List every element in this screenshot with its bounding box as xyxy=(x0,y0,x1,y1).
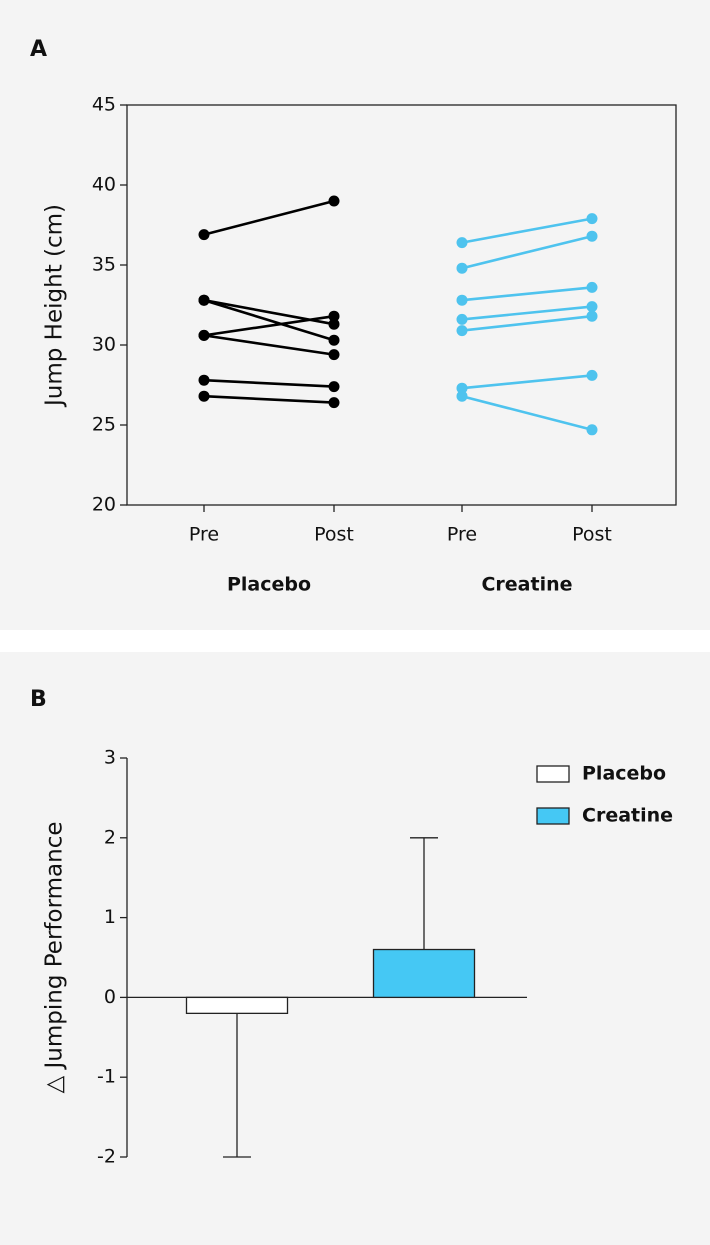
group-label: Creatine xyxy=(481,574,572,596)
y-axis-title: △ Jumping Performance xyxy=(42,822,68,1094)
point xyxy=(328,397,340,409)
point xyxy=(198,294,210,306)
point xyxy=(328,349,340,361)
point xyxy=(456,382,468,394)
y-tick-label: 35 xyxy=(92,254,116,276)
point xyxy=(198,229,210,241)
subject-line xyxy=(203,298,335,342)
x-tick-label: Post xyxy=(572,524,612,546)
x-tick-label: Pre xyxy=(189,524,219,546)
point xyxy=(198,390,210,402)
point xyxy=(456,262,468,274)
panel-label: A xyxy=(30,37,47,62)
y-tick-label: 25 xyxy=(92,414,116,436)
point xyxy=(586,369,598,381)
legend-swatch xyxy=(536,765,570,783)
point xyxy=(586,230,598,242)
subject-line xyxy=(203,394,335,404)
bar xyxy=(372,948,476,999)
point xyxy=(456,294,468,306)
y-tick-label: 45 xyxy=(92,94,116,116)
point xyxy=(586,424,598,436)
point xyxy=(586,301,598,313)
point xyxy=(586,281,598,293)
subject-line xyxy=(461,374,593,390)
point xyxy=(328,195,340,207)
x-tick-label: Post xyxy=(314,524,354,546)
group-label: Placebo xyxy=(227,574,311,596)
subject-line xyxy=(203,334,335,356)
y-tick-label: 20 xyxy=(92,494,116,516)
subject-line xyxy=(461,234,593,270)
x-tick-label: Pre xyxy=(447,524,477,546)
y-tick-label: 2 xyxy=(104,826,116,848)
y-axis-title: Jump Height (cm) xyxy=(42,204,68,408)
plot-frame xyxy=(126,104,677,506)
y-tick-label: 1 xyxy=(104,906,116,928)
bar xyxy=(185,996,289,1015)
legend-label: Creatine xyxy=(582,805,673,827)
legend-label: Placebo xyxy=(582,763,666,785)
point xyxy=(328,381,340,393)
y-tick-label: -1 xyxy=(97,1066,116,1088)
subject-line xyxy=(203,378,335,388)
y-tick-label: -2 xyxy=(97,1146,116,1168)
point xyxy=(456,237,468,249)
y-tick-label: 30 xyxy=(92,334,116,356)
subject-line xyxy=(461,314,593,332)
y-tick-label: 0 xyxy=(104,986,116,1008)
point xyxy=(456,313,468,325)
point xyxy=(328,310,340,322)
point xyxy=(456,390,468,402)
point xyxy=(456,325,468,337)
point xyxy=(198,329,210,341)
panel-label: B xyxy=(30,687,47,712)
subject-line xyxy=(203,314,335,337)
subject-line xyxy=(461,305,593,321)
subject-line xyxy=(461,217,593,244)
subject-line xyxy=(203,199,335,236)
point xyxy=(586,213,598,225)
y-tick-label: 40 xyxy=(92,174,116,196)
point xyxy=(328,318,340,330)
point xyxy=(198,374,210,386)
panel-background xyxy=(0,652,710,1245)
point xyxy=(328,334,340,346)
subject-line xyxy=(461,394,593,432)
y-tick-label: 3 xyxy=(104,747,116,769)
point xyxy=(586,310,598,322)
subject-line xyxy=(461,286,593,302)
legend-swatch xyxy=(536,807,570,825)
